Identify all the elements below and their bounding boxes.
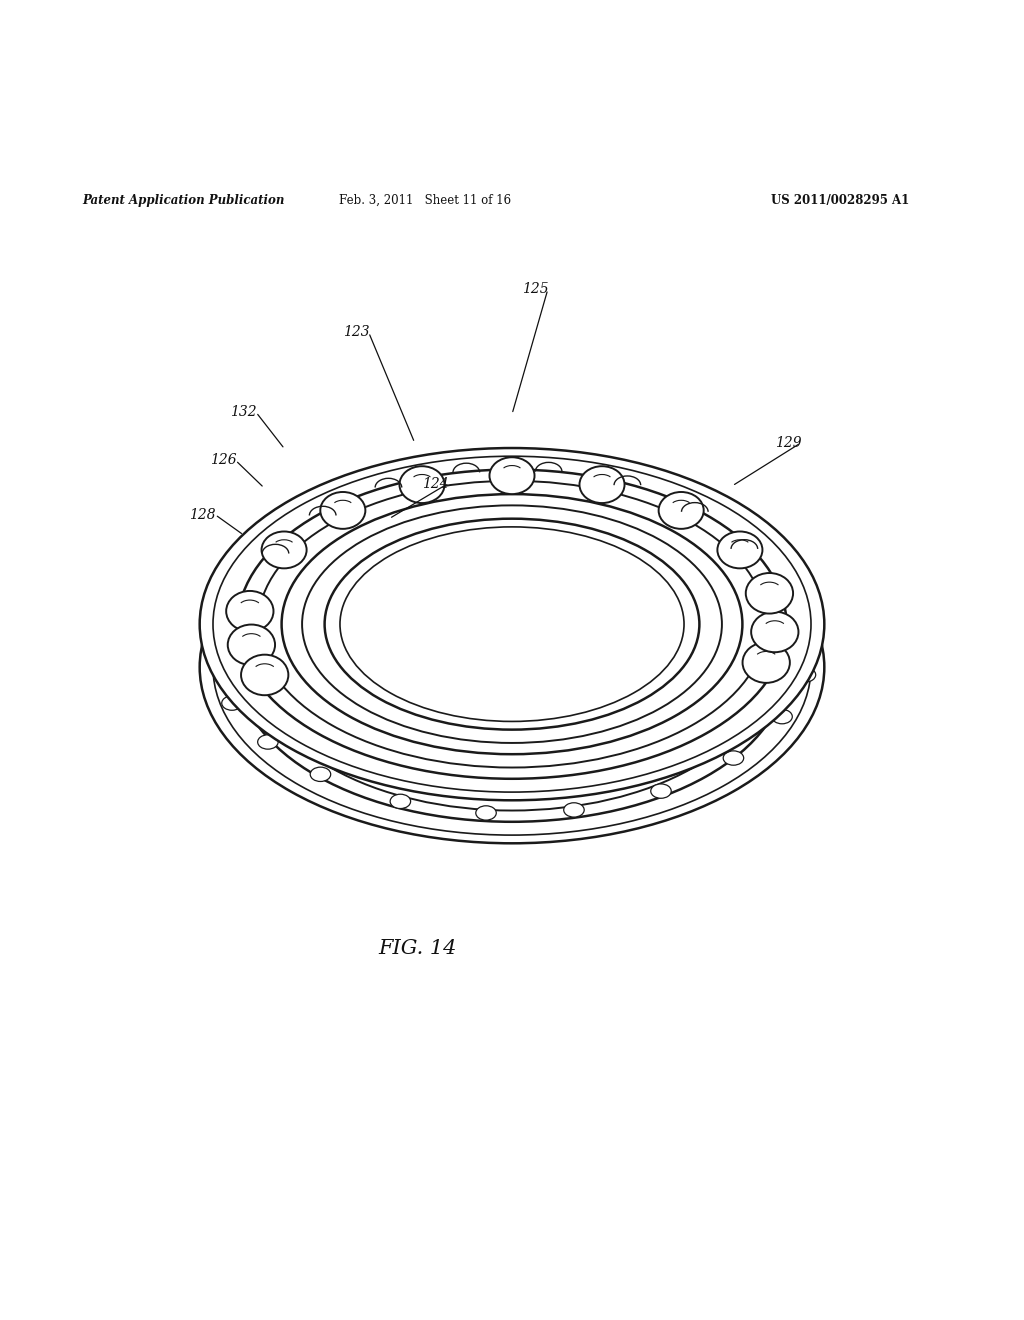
Text: 126: 126 — [210, 453, 237, 467]
Ellipse shape — [310, 767, 331, 781]
Ellipse shape — [321, 492, 366, 529]
Text: 123: 123 — [343, 325, 370, 339]
Ellipse shape — [258, 480, 766, 767]
Ellipse shape — [282, 494, 742, 754]
Ellipse shape — [325, 519, 699, 730]
Ellipse shape — [213, 457, 811, 792]
Ellipse shape — [302, 548, 722, 785]
Text: 124: 124 — [422, 477, 449, 491]
Ellipse shape — [241, 655, 289, 696]
Ellipse shape — [399, 466, 444, 503]
Ellipse shape — [200, 491, 824, 843]
Ellipse shape — [325, 562, 699, 772]
Ellipse shape — [718, 532, 763, 569]
Ellipse shape — [227, 624, 275, 665]
Ellipse shape — [213, 499, 811, 836]
Ellipse shape — [238, 512, 786, 822]
Ellipse shape — [282, 537, 742, 797]
Ellipse shape — [745, 573, 793, 614]
Ellipse shape — [258, 735, 279, 750]
Ellipse shape — [658, 492, 703, 529]
Text: 129: 129 — [775, 436, 802, 450]
Ellipse shape — [340, 527, 684, 722]
Ellipse shape — [261, 532, 306, 569]
Ellipse shape — [302, 506, 722, 743]
Ellipse shape — [772, 709, 793, 723]
Ellipse shape — [222, 696, 243, 710]
Ellipse shape — [651, 784, 672, 799]
Ellipse shape — [752, 611, 799, 652]
Text: 132: 132 — [230, 405, 257, 420]
Text: US 2011/0028295 A1: US 2011/0028295 A1 — [770, 194, 909, 207]
Text: Feb. 3, 2011   Sheet 11 of 16: Feb. 3, 2011 Sheet 11 of 16 — [339, 194, 511, 207]
Text: FIG. 14: FIG. 14 — [379, 940, 457, 958]
Text: 128: 128 — [189, 508, 216, 521]
Ellipse shape — [796, 668, 816, 682]
Ellipse shape — [580, 466, 625, 503]
Ellipse shape — [258, 524, 766, 810]
Text: 125: 125 — [522, 282, 549, 296]
Ellipse shape — [476, 805, 497, 820]
Ellipse shape — [723, 751, 743, 766]
Ellipse shape — [226, 591, 273, 631]
Ellipse shape — [340, 570, 684, 764]
Ellipse shape — [200, 447, 824, 800]
Ellipse shape — [489, 457, 535, 494]
Ellipse shape — [564, 803, 585, 817]
Text: Patent Application Publication: Patent Application Publication — [82, 194, 285, 207]
Ellipse shape — [742, 643, 790, 682]
Ellipse shape — [390, 795, 411, 809]
Ellipse shape — [238, 470, 786, 779]
